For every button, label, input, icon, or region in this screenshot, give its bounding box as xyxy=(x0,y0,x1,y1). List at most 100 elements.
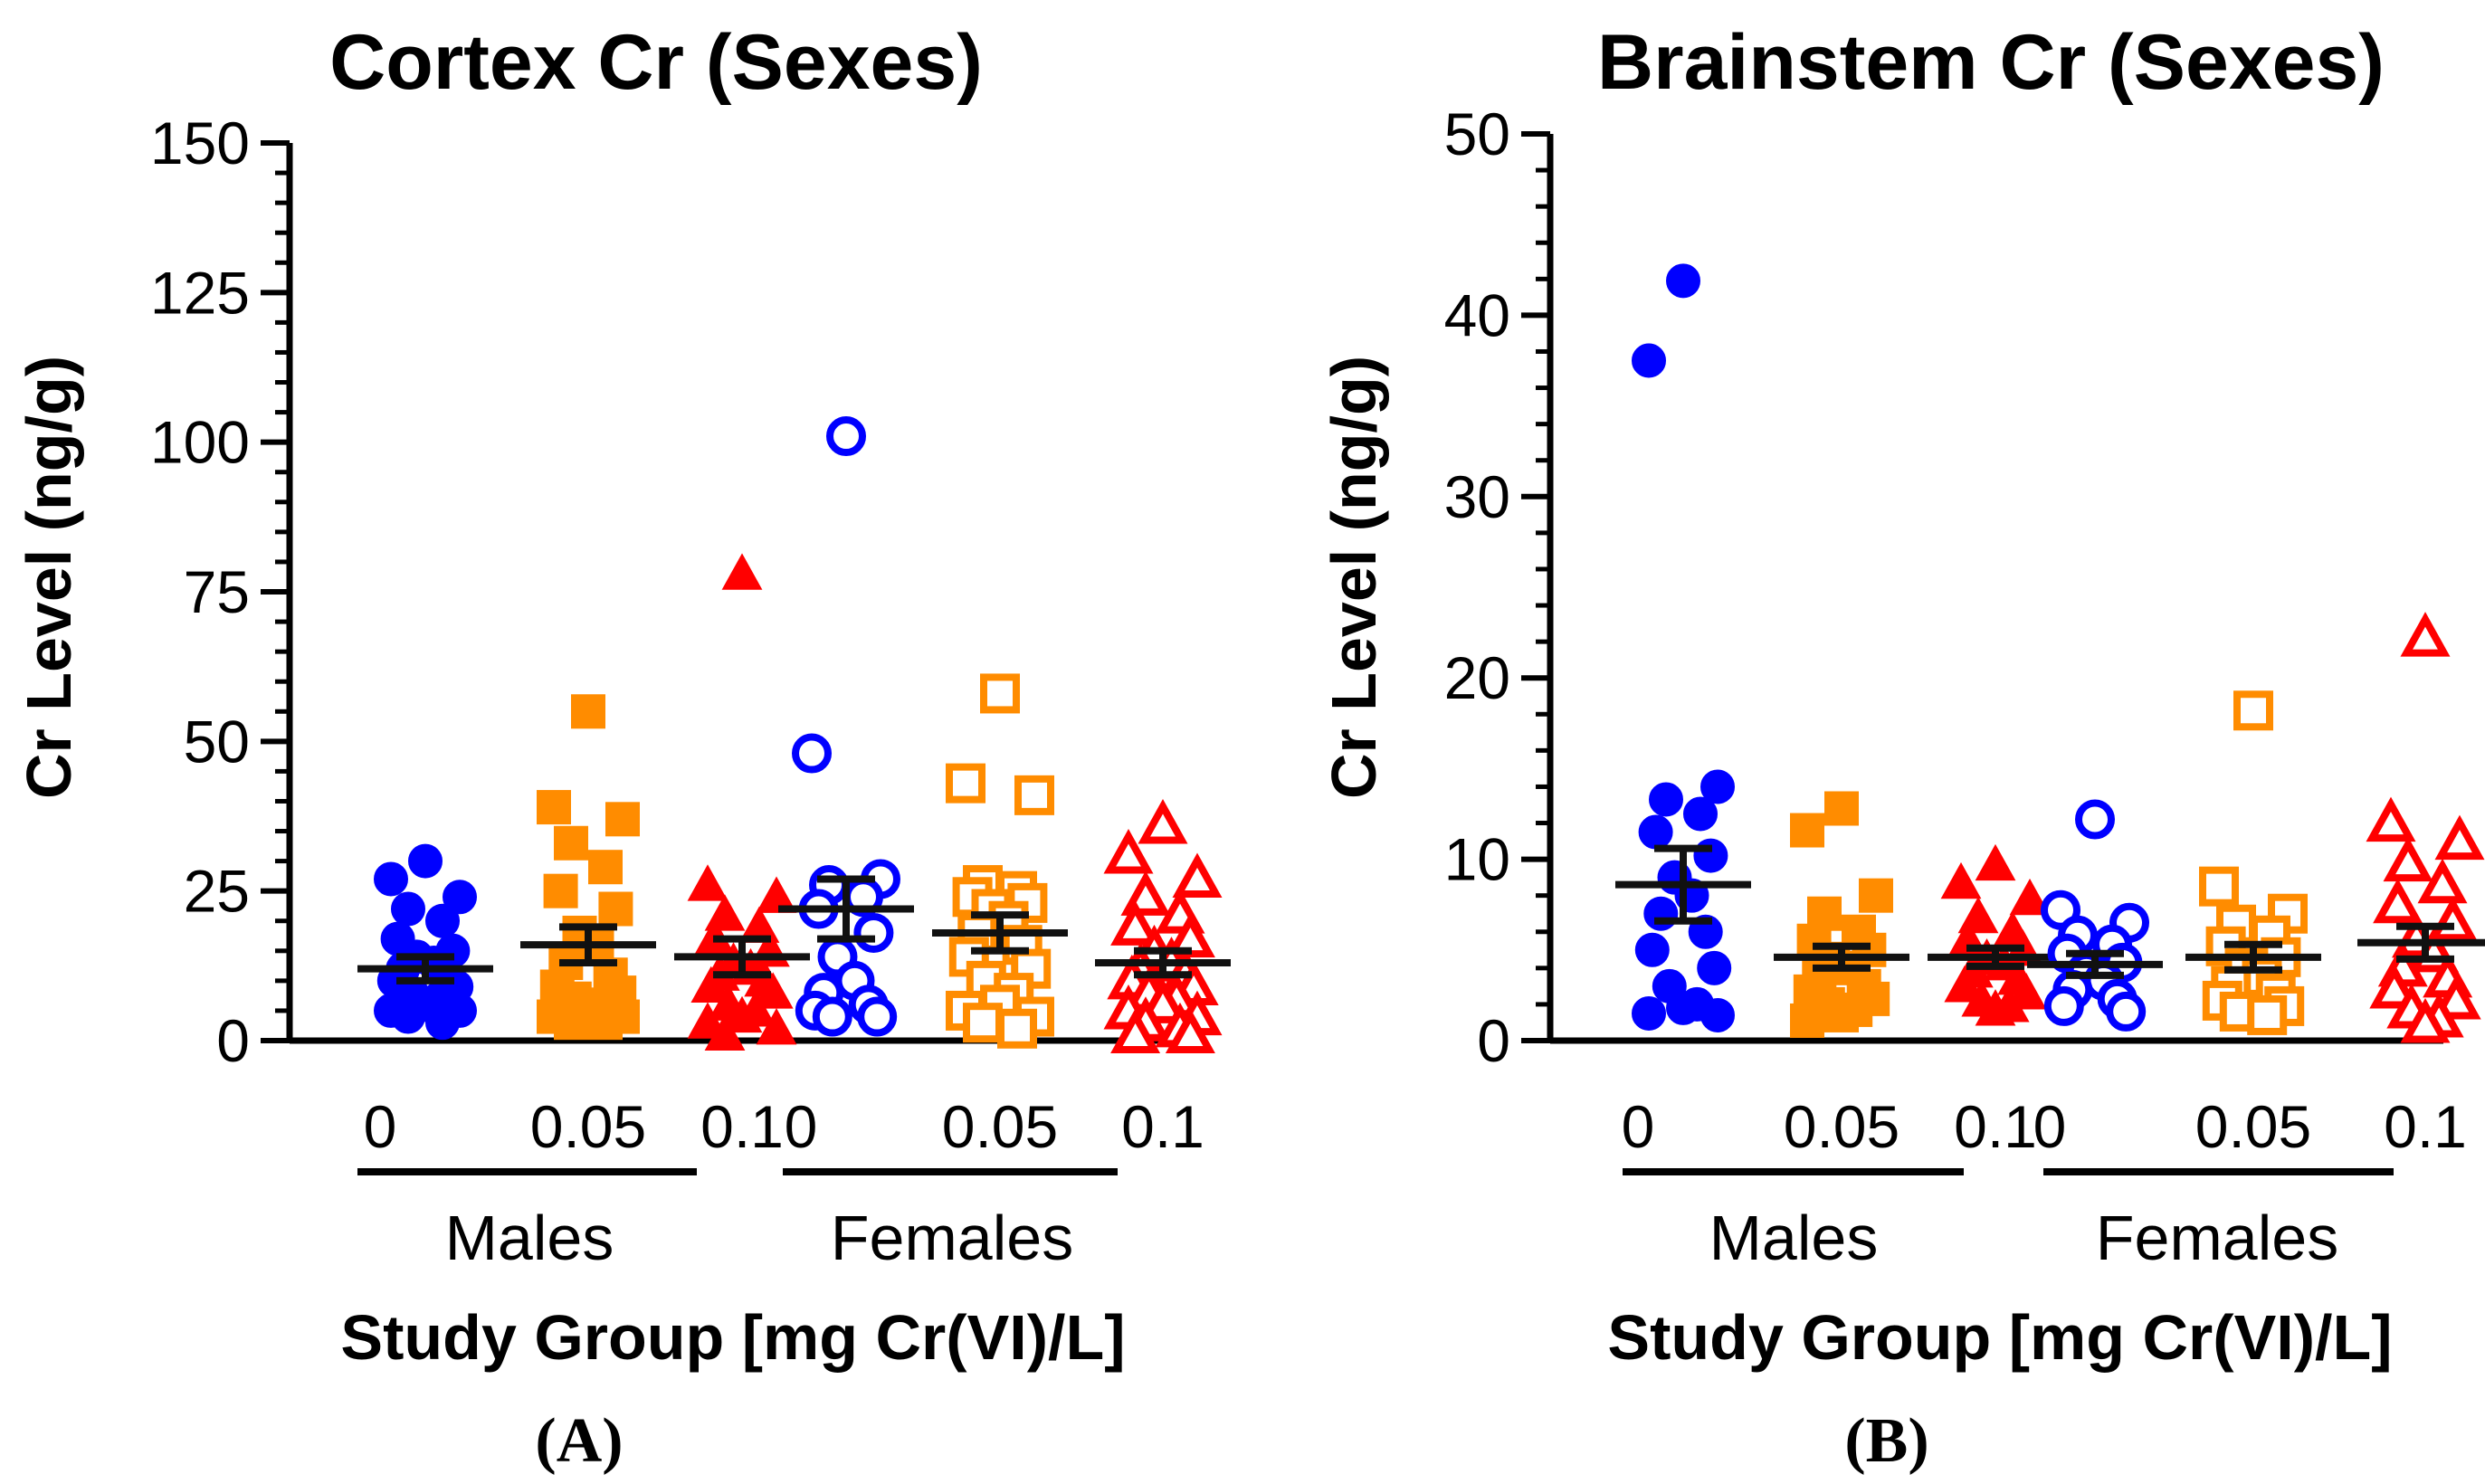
x-tick-label: 0.05 xyxy=(942,1093,1058,1160)
y-axis-label: Cr Level (ng/g) xyxy=(14,356,84,799)
data-point xyxy=(1666,990,1700,1025)
data-point xyxy=(997,1008,1037,1049)
y-tick-label: 20 xyxy=(1444,644,1510,711)
data-points xyxy=(357,416,1231,1053)
x-axis-label: Study Group [mg Cr(VI)/L] xyxy=(340,1302,1125,1373)
y-ticks: 0 10 20 30 40 50 xyxy=(1444,100,1550,1074)
data-point xyxy=(1940,861,1982,899)
data-point xyxy=(1824,997,1859,1032)
y-tick-label: 10 xyxy=(1444,826,1510,893)
y-tick-label: 40 xyxy=(1444,281,1510,348)
data-point xyxy=(756,876,797,913)
x-tick-label: 0 xyxy=(2033,1093,2067,1160)
y-tick-label: 50 xyxy=(1444,100,1510,167)
data-point xyxy=(857,996,898,1037)
data-point xyxy=(792,733,832,774)
x-tick-label: 0.1 xyxy=(700,1093,784,1160)
data-point xyxy=(721,995,763,1033)
data-point xyxy=(2373,878,2423,924)
data-point xyxy=(391,999,425,1034)
data-point xyxy=(1859,878,1893,913)
data-point xyxy=(1697,950,1732,985)
data-point xyxy=(554,1005,588,1041)
data-point xyxy=(2417,858,2468,904)
data-point xyxy=(853,912,894,953)
data-point xyxy=(752,972,794,1009)
data-point xyxy=(554,825,588,861)
data-point xyxy=(721,553,763,590)
data-point xyxy=(2199,866,2239,907)
data-point xyxy=(1693,838,1728,873)
data-point xyxy=(812,996,852,1037)
x-tick-label: 0 xyxy=(364,1093,397,1160)
data-point xyxy=(1110,1008,1161,1053)
data-point xyxy=(1632,343,1666,378)
data-point xyxy=(2400,612,2451,657)
data-point xyxy=(391,891,425,927)
x-tick-label: 0.1 xyxy=(1121,1093,1204,1160)
data-point xyxy=(1138,798,1188,844)
data-point xyxy=(537,790,571,825)
data-point xyxy=(1632,995,1666,1031)
data-point xyxy=(1700,769,1735,804)
x-tick-label: 0 xyxy=(785,1093,818,1160)
data-point xyxy=(2434,814,2485,861)
males-group-label: Males xyxy=(1709,1203,1879,1273)
data-point xyxy=(374,861,408,897)
data-point xyxy=(980,673,1020,714)
data-point xyxy=(2427,896,2478,942)
data-point xyxy=(704,1013,746,1051)
data-point xyxy=(543,873,578,908)
data-point xyxy=(2233,690,2273,731)
data-point xyxy=(1824,791,1859,826)
cortex-chart-panel: Cortex Cr (Sexes) Cr Level (ng/g) 0 25 50 7… xyxy=(14,19,1231,1476)
panel-label-b: (B) xyxy=(1844,1406,1928,1476)
x-axis-label: Study Group [mg Cr(VI)/L] xyxy=(1607,1302,2392,1373)
data-point xyxy=(1110,900,1161,946)
data-point xyxy=(2369,963,2420,1009)
data-point xyxy=(571,694,605,729)
data-point xyxy=(408,843,443,879)
data-point xyxy=(826,416,866,457)
data-point xyxy=(1643,896,1679,931)
females-group-label: Females xyxy=(831,1203,1073,1273)
data-point xyxy=(687,864,728,901)
data-point xyxy=(1944,966,1985,1003)
y-tick-label: 150 xyxy=(150,109,250,176)
data-point xyxy=(1103,829,1154,874)
chart-title: Cortex Cr (Sexes) xyxy=(329,19,983,106)
data-point xyxy=(2106,991,2147,1032)
data-point xyxy=(1700,997,1735,1032)
females-group-label: Females xyxy=(2096,1203,2338,1273)
data-point xyxy=(690,966,732,1004)
y-tick-label: 125 xyxy=(150,259,250,326)
y-tick-label: 25 xyxy=(184,858,250,925)
data-point xyxy=(588,850,623,885)
males-group-label: Males xyxy=(445,1203,614,1273)
data-point xyxy=(946,763,985,804)
panel-label-a: (A) xyxy=(535,1406,623,1476)
data-point xyxy=(1683,796,1718,832)
x-tick-label: 0.1 xyxy=(1954,1093,2037,1160)
y-tick-label: 50 xyxy=(184,708,250,775)
y-tick-label: 100 xyxy=(150,409,250,476)
data-point xyxy=(443,880,477,915)
data-point xyxy=(963,1003,1003,1043)
data-point xyxy=(425,903,460,938)
data-point xyxy=(2400,998,2451,1043)
y-axis-label: Cr Level (ng/g) xyxy=(1319,356,1389,799)
data-point xyxy=(2043,985,2084,1026)
x-tick-label: 0.05 xyxy=(1784,1093,1899,1160)
data-point xyxy=(1014,775,1054,815)
x-tick-label: 0.05 xyxy=(530,1093,646,1160)
data-point xyxy=(1790,1003,1824,1038)
y-tick-label: 0 xyxy=(216,1007,250,1074)
data-point xyxy=(2247,994,2288,1035)
data-points xyxy=(1615,263,2485,1043)
chart-title: Brainstem Cr (Sexes) xyxy=(1597,19,2385,106)
data-point xyxy=(2366,796,2416,842)
data-point xyxy=(1790,813,1824,848)
